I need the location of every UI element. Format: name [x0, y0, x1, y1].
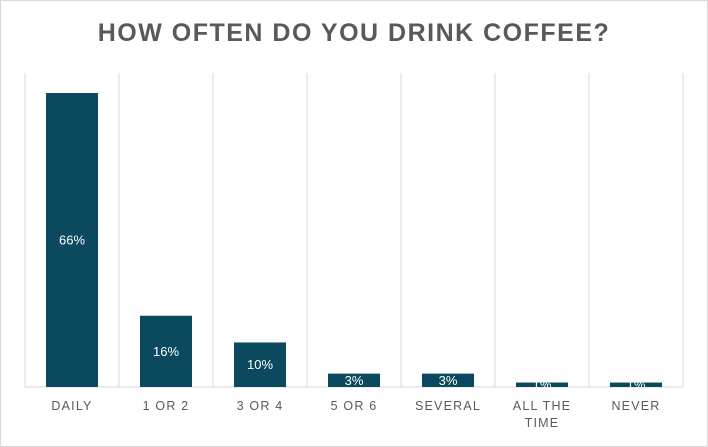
value-label: 3%	[439, 373, 458, 388]
bar	[610, 382, 662, 387]
value-label: 3%	[345, 373, 364, 388]
value-label: 1%	[627, 377, 646, 392]
value-label: 16%	[153, 344, 179, 359]
x-tick-label: ALL THE TIME	[512, 399, 572, 430]
x-tick-label: 1 OR 2	[142, 399, 190, 413]
bar	[234, 342, 286, 387]
x-tick-label: DAILY	[51, 399, 93, 413]
chart-title: HOW OFTEN DO YOU DRINK COFFEE?	[97, 19, 611, 47]
bar	[328, 373, 380, 387]
x-tick-label: NEVER	[611, 399, 661, 413]
value-label: 1%	[533, 377, 552, 392]
bar	[140, 315, 192, 387]
value-label: 66%	[59, 232, 85, 247]
x-tick-label: 3 OR 4	[236, 399, 284, 413]
bar	[46, 93, 98, 387]
bar	[516, 382, 568, 387]
bar	[422, 373, 474, 387]
x-tick-label: 5 OR 6	[330, 399, 378, 413]
x-tick-label: SEVERAL	[414, 399, 482, 413]
value-label: 10%	[247, 357, 273, 372]
